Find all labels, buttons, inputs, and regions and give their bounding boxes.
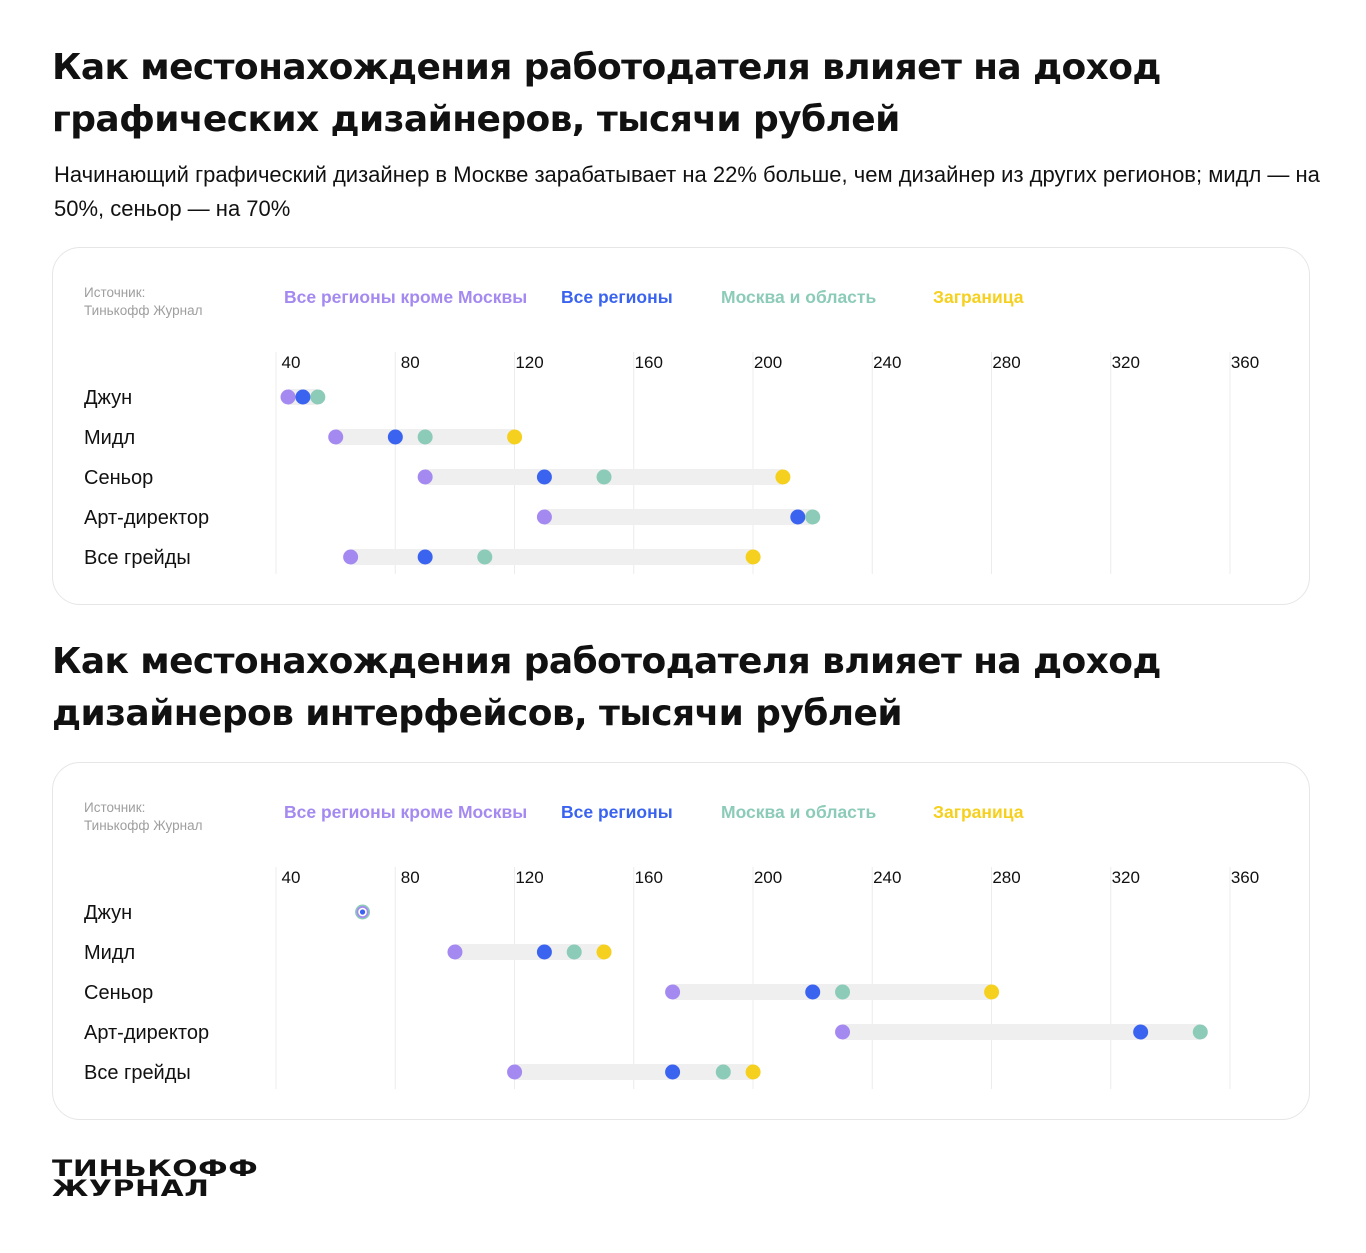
data-point	[566, 944, 582, 960]
x-tick-label: 40	[282, 868, 301, 887]
range-bar	[514, 1064, 754, 1080]
data-point	[1133, 1024, 1149, 1040]
data-point	[295, 389, 311, 405]
range-bar	[842, 1024, 1201, 1040]
data-point	[536, 944, 552, 960]
source-label: Источник:	[84, 285, 146, 300]
x-tick-label: 120	[515, 868, 543, 887]
chart-title-graphic-designers: Как местонахождения работодателя влияет …	[52, 47, 1161, 140]
data-point	[507, 1064, 523, 1080]
source-label: Источник:	[84, 800, 146, 815]
source-name: Тинькофф Журнал	[84, 303, 203, 318]
data-point	[507, 429, 523, 445]
data-point	[835, 984, 851, 1000]
chart-subtitle: Начинающий графический дизайнер в Москве…	[54, 162, 1320, 221]
data-point	[417, 469, 433, 485]
data-point	[343, 549, 359, 565]
data-point	[310, 389, 326, 405]
tinkoff-journal-logo: ТИНЬКОФФ ЖУРНАЛ	[52, 1159, 258, 1201]
dot-range-plot: 40 80 120 160 200 240 280 320 360 Джун Мидл Сеньор А…	[84, 352, 1259, 574]
data-point	[596, 469, 612, 485]
x-tick-label: 120	[515, 353, 543, 372]
category-label: Джун	[84, 902, 132, 924]
data-point	[280, 389, 296, 405]
legend-item-all-regions: Все регионы	[561, 802, 673, 822]
x-tick-label: 280	[992, 353, 1020, 372]
data-point	[665, 1064, 681, 1080]
legend-item-moscow: Москва и область	[721, 287, 877, 307]
x-tick-label: 320	[1112, 868, 1140, 887]
x-tick-label: 200	[754, 353, 782, 372]
x-tick-label: 80	[401, 868, 420, 887]
data-point	[715, 1064, 731, 1080]
data-point	[359, 909, 366, 915]
legend-item-other-regions: Все регионы кроме Москвы	[284, 287, 528, 307]
logo-line-1: ТИНЬКОФФ	[52, 1157, 259, 1182]
chart-title-interface-designers: Как местонахождения работодателя влияет …	[52, 641, 1161, 734]
category-label: Сеньор	[84, 982, 153, 1004]
x-tick-label: 320	[1112, 353, 1140, 372]
data-point	[1192, 1024, 1208, 1040]
x-tick-label: 240	[873, 353, 901, 372]
data-point	[805, 509, 821, 525]
data-point	[387, 429, 403, 445]
range-bar	[454, 944, 605, 960]
x-tick-label: 240	[873, 868, 901, 887]
dot-range-plot: 40 80 120 160 200 240 280 320 360 Джун Мидл Сеньор А…	[84, 867, 1259, 1089]
x-tick-label: 160	[635, 868, 663, 887]
data-point	[835, 1024, 851, 1040]
data-point	[775, 469, 791, 485]
category-label: Арт-директор	[84, 507, 209, 529]
x-tick-label: 280	[992, 868, 1020, 887]
data-point	[447, 944, 463, 960]
data-point	[984, 984, 1000, 1000]
x-tick-label: 160	[635, 353, 663, 372]
data-point	[596, 944, 612, 960]
data-point	[745, 549, 761, 565]
source-name: Тинькофф Журнал	[84, 818, 203, 833]
legend-item-abroad: Заграница	[933, 802, 1024, 822]
x-tick-label: 360	[1231, 353, 1259, 372]
category-label: Все грейды	[84, 547, 191, 569]
data-point	[665, 984, 681, 1000]
category-label: Арт-директор	[84, 1022, 209, 1044]
data-point	[536, 469, 552, 485]
legend-item-all-regions: Все регионы	[561, 287, 673, 307]
category-label: Все грейды	[84, 1062, 191, 1084]
range-bar	[544, 509, 813, 525]
category-label: Мидл	[84, 942, 135, 964]
chart-panel-interface-designers: Источник: Тинькофф Журнал Все регионы кр…	[52, 762, 1310, 1120]
data-point	[417, 549, 433, 565]
source-note: Источник: Тинькофф Журнал	[84, 284, 202, 320]
legend-item-abroad: Заграница	[933, 287, 1024, 307]
data-point	[417, 429, 433, 445]
range-bar	[350, 549, 754, 565]
data-point	[477, 549, 493, 565]
x-tick-label: 40	[282, 353, 301, 372]
category-label: Мидл	[84, 427, 135, 449]
x-tick-label: 80	[401, 353, 420, 372]
category-label: Сеньор	[84, 467, 153, 489]
chart-panel-graphic-designers: Источник: Тинькофф Журнал Все регионы кр…	[52, 247, 1310, 605]
data-point	[536, 509, 552, 525]
legend-item-other-regions: Все регионы кроме Москвы	[284, 802, 528, 822]
x-tick-label: 200	[754, 868, 782, 887]
data-point	[745, 1064, 761, 1080]
data-point	[805, 984, 821, 1000]
legend-item-moscow: Москва и область	[721, 802, 877, 822]
logo-line-2: ЖУРНАЛ	[52, 1177, 210, 1202]
category-label: Джун	[84, 387, 132, 409]
x-tick-label: 360	[1231, 868, 1259, 887]
data-point	[328, 429, 344, 445]
data-point	[790, 509, 806, 525]
source-note: Источник: Тинькофф Журнал	[84, 799, 202, 835]
range-bar	[672, 984, 992, 1000]
